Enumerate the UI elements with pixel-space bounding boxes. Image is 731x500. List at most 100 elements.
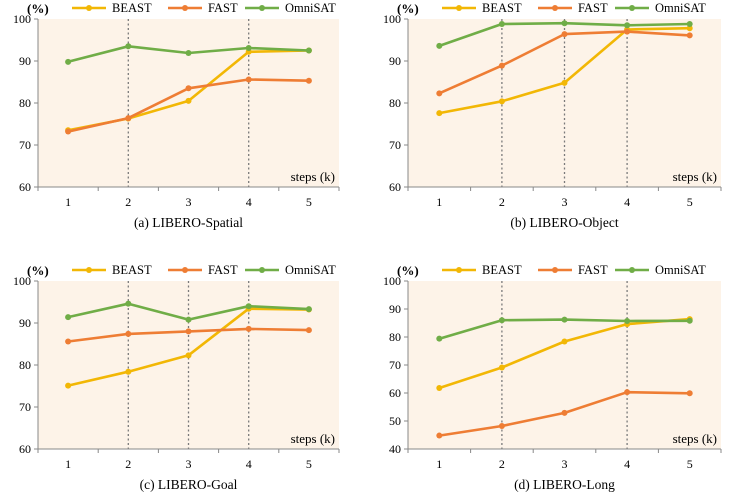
y-axis-unit-label: (%) [397,263,419,278]
data-point-fast [686,390,693,397]
data-point-beast [65,382,72,389]
chart-panel-1: 60 70 80 90 100 1 2 3 4 5 (%) steps (k) BEAST FAST Omn… [13,1,340,230]
y-tick-label: 100 [13,274,31,288]
x-tick-label: 5 [687,195,693,209]
x-tick-label: 5 [687,457,693,471]
data-point-omnisat [436,42,443,49]
legend-label: FAST [208,1,238,15]
legend-swatch-marker [629,267,635,273]
legend-item-omnisat: OmniSAT [615,263,706,277]
x-tick-label: 5 [306,195,312,209]
y-tick-label: 100 [383,274,401,288]
chart-panel-4: 40 50 60 70 80 90 100 1 2 3 4 5 (%) steps (k) BEAST FAS… [383,263,722,492]
legend-label: OmniSAT [285,1,336,15]
y-tick-label: 80 [19,358,31,372]
x-tick-label: 4 [246,195,252,209]
y-tick-label: 90 [389,54,401,68]
panel-caption: (d) LIBERO-Long [514,477,615,492]
legend-label: BEAST [482,263,522,277]
data-point-beast [498,98,505,105]
y-tick-label: 70 [389,358,401,372]
data-point-fast [624,28,631,35]
data-point-fast [686,32,693,39]
y-tick-label: 90 [389,302,401,316]
legend-item-fast: FAST [538,1,608,15]
legend-item-fast: FAST [168,263,238,277]
data-point-fast [436,90,443,97]
legend-label: BEAST [112,263,152,277]
data-point-fast [65,128,72,135]
data-point-omnisat [498,317,505,324]
x-tick-label: 2 [125,457,131,471]
data-point-fast [436,432,443,439]
data-point-omnisat [245,44,252,51]
y-tick-label: 80 [19,96,31,110]
y-tick-label: 60 [389,386,401,400]
y-axis-unit-label: (%) [397,1,419,16]
legend-swatch-marker [552,5,558,11]
legend-item-beast: BEAST [442,263,522,277]
legend-swatch-marker [86,5,92,11]
x-tick-label: 2 [499,195,505,209]
data-point-fast [185,328,192,335]
data-point-omnisat [305,47,312,54]
panel-caption: (a) LIBERO-Spatial [134,215,243,230]
plot-area [408,281,721,449]
data-point-fast [561,409,568,416]
data-point-omnisat [305,306,312,313]
x-tick-label: 2 [125,195,131,209]
x-tick-label: 4 [624,457,630,471]
data-point-fast [624,389,631,396]
series-omnisat [65,300,312,323]
data-point-beast [185,97,192,104]
x-tick-label: 3 [186,457,192,471]
data-point-omnisat [686,21,693,28]
data-point-fast [245,325,252,332]
legend-swatch-marker [456,5,462,11]
y-tick-label: 80 [389,96,401,110]
legend-item-omnisat: OmniSAT [245,263,336,277]
data-point-omnisat [245,303,252,310]
legend-label: FAST [208,263,238,277]
x-tick-label: 1 [436,195,442,209]
data-point-omnisat [65,314,72,321]
legend-swatch-marker [259,267,265,273]
data-point-beast [185,352,192,359]
panel-caption: (b) LIBERO-Object [510,215,619,230]
data-point-beast [561,79,568,86]
legend-swatch-marker [182,5,188,11]
y-tick-label: 60 [19,442,31,456]
legend-swatch-marker [456,267,462,273]
x-axis-label: steps (k) [291,431,335,446]
legend-swatch-marker [182,267,188,273]
data-point-omnisat [624,318,631,325]
legend-item-omnisat: OmniSAT [615,1,706,15]
legend-label: OmniSAT [285,263,336,277]
legend-item-fast: FAST [538,263,608,277]
series-omnisat [436,316,693,342]
legend-label: FAST [578,263,608,277]
x-tick-label: 4 [246,457,252,471]
legend-label: BEAST [112,1,152,15]
x-tick-label: 1 [65,457,71,471]
data-point-omnisat [65,58,72,65]
y-axis-unit-label: (%) [27,1,49,16]
data-point-beast [498,364,505,371]
x-tick-label: 2 [499,457,505,471]
data-point-beast [436,110,443,117]
y-tick-label: 50 [389,414,401,428]
data-point-omnisat [498,21,505,28]
legend-label: FAST [578,1,608,15]
y-tick-label: 70 [389,138,401,152]
data-point-fast [498,423,505,430]
y-tick-label: 40 [389,442,401,456]
legend-swatch-marker [259,5,265,11]
data-point-omnisat [561,20,568,27]
data-point-fast [245,76,252,83]
data-point-omnisat [436,335,443,342]
series-omnisat [65,43,312,65]
y-tick-label: 60 [389,180,401,194]
plot-area [408,19,721,187]
